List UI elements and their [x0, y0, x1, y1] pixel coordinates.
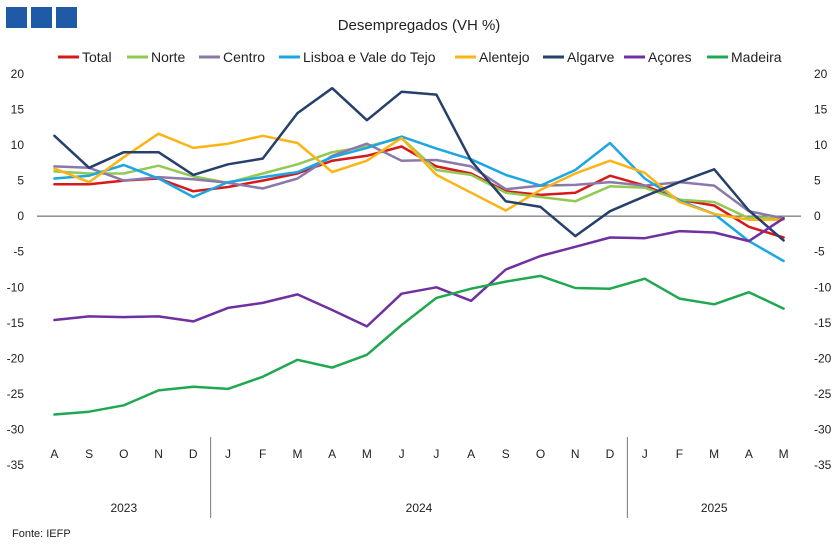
- legend-label: Total: [82, 49, 112, 65]
- y-tick-label-left: -20: [7, 351, 25, 365]
- logo-square: [6, 7, 27, 28]
- x-tick-label: M: [709, 447, 719, 461]
- y-tick-label-right: 5: [814, 174, 821, 188]
- x-year-label: 2025: [701, 501, 728, 515]
- x-tick-label: A: [467, 447, 475, 461]
- x-tick-label: N: [154, 447, 163, 461]
- chart-title: Desempregados (VH %): [338, 17, 501, 34]
- y-tick-label-left: -5: [13, 245, 24, 259]
- legend-label: Alentejo: [479, 49, 530, 65]
- source-note: Fonte: IEFP: [12, 528, 71, 540]
- x-tick-label: D: [606, 447, 615, 461]
- x-tick-label: O: [536, 447, 545, 461]
- logo-square: [31, 7, 52, 28]
- x-tick-label: A: [50, 447, 58, 461]
- series-line-madeira: [53, 274, 785, 416]
- legend-label: Madeira: [731, 49, 782, 65]
- x-tick-label: F: [676, 447, 683, 461]
- x-year-label: 2024: [406, 501, 433, 515]
- y-tick-label-right: -25: [814, 387, 832, 401]
- x-tick-label: A: [328, 447, 336, 461]
- x-tick-label: S: [502, 447, 510, 461]
- legend-label: Açores: [648, 49, 692, 65]
- series-line-centro: [53, 142, 785, 220]
- y-tick-label-left: -15: [7, 316, 25, 330]
- y-tick-label-left: -35: [7, 458, 25, 472]
- logo: [6, 7, 77, 28]
- y-tick-label-left: 15: [11, 103, 25, 117]
- x-tick-label: S: [85, 447, 93, 461]
- y-tick-label-right: -20: [814, 351, 832, 365]
- y-tick-label-left: -10: [7, 280, 25, 294]
- series-line-norte: [53, 136, 785, 220]
- y-tick-label-left: 0: [17, 209, 24, 223]
- y-tick-label-right: -5: [814, 245, 825, 259]
- x-tick-label: J: [225, 447, 231, 461]
- legend-label: Norte: [151, 49, 185, 65]
- y-tick-label-left: 10: [11, 138, 25, 152]
- series-line-açores: [53, 217, 785, 328]
- y-tick-label-right: 20: [814, 67, 828, 81]
- axes: 20 20 15 15 10 10 5 5 0 0 -5 -5 -10 -10 -15 -15 -20 -20 -2…: [7, 67, 832, 518]
- logo-square: [56, 7, 77, 28]
- y-tick-label-right: -15: [814, 316, 832, 330]
- y-tick-label-right: -30: [814, 422, 832, 436]
- y-tick-label-right: 0: [814, 209, 821, 223]
- legend-label: Lisboa e Vale do Tejo: [303, 49, 436, 65]
- x-tick-label: N: [571, 447, 580, 461]
- y-tick-label-left: 5: [17, 174, 24, 188]
- legend: Total Norte Centro Lisboa e Vale do Tejo Ale…: [58, 49, 782, 65]
- y-tick-label-right: 15: [814, 103, 828, 117]
- x-tick-label: F: [259, 447, 266, 461]
- x-tick-label: M: [362, 447, 372, 461]
- x-tick-label: D: [189, 447, 198, 461]
- legend-label: Centro: [223, 49, 265, 65]
- series-line-alentejo: [53, 132, 785, 221]
- x-tick-label: M: [779, 447, 789, 461]
- x-tick-label: M: [292, 447, 302, 461]
- y-tick-label-left: -30: [7, 422, 25, 436]
- y-tick-label-right: 10: [814, 138, 828, 152]
- x-year-label: 2023: [110, 501, 137, 515]
- legend-label: Algarve: [567, 49, 615, 65]
- y-tick-label-left: -25: [7, 387, 25, 401]
- x-tick-label: J: [642, 447, 648, 461]
- y-tick-label-right: -35: [814, 458, 832, 472]
- x-tick-label: J: [433, 447, 439, 461]
- x-tick-label: A: [745, 447, 753, 461]
- y-tick-label-right: -10: [814, 280, 832, 294]
- x-tick-label: O: [119, 447, 128, 461]
- y-tick-label-left: 20: [11, 67, 25, 81]
- x-tick-label: J: [399, 447, 405, 461]
- series-line-algarve: [53, 86, 785, 242]
- plot-area: [53, 86, 785, 416]
